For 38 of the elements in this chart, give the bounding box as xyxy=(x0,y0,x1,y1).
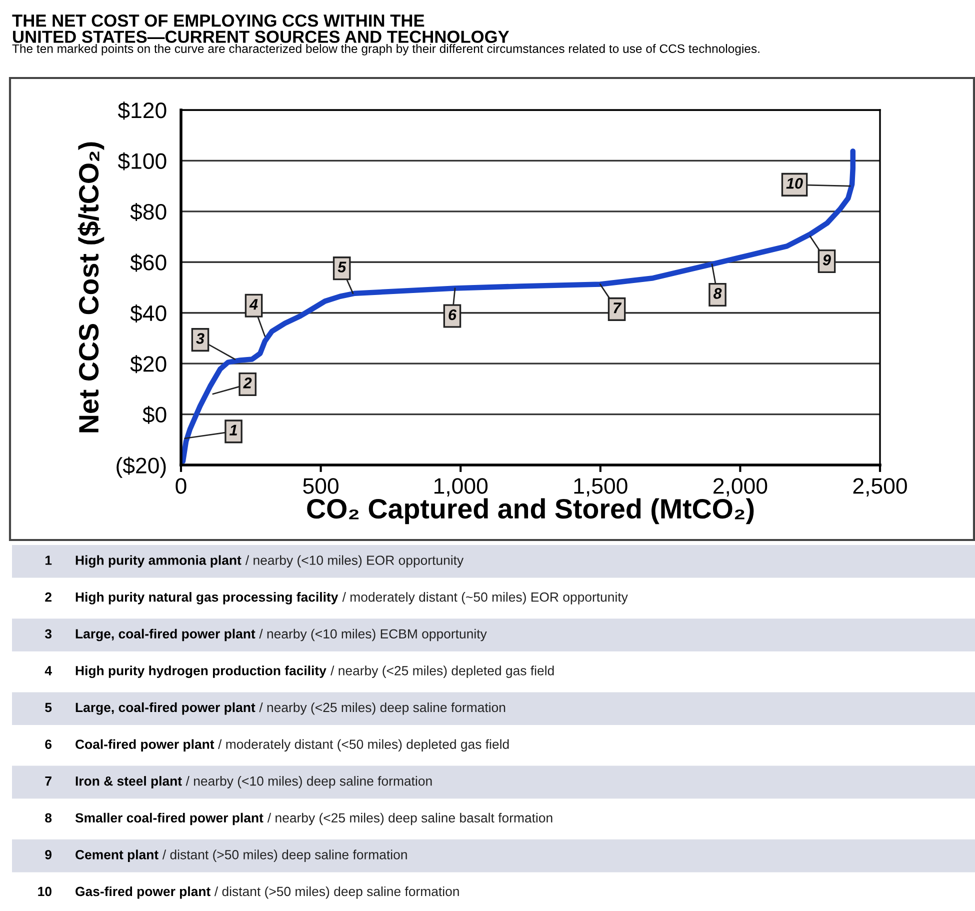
text: 5 Large, coal-fired power plant / nearby (<25 miles) deep saline formation xyxy=(45,702,506,715)
y-axis-title: Net CCS Cost ($/tCO₂) xyxy=(78,142,104,432)
y-tick-label: $20 xyxy=(130,355,166,374)
annotation: 3 xyxy=(196,333,204,344)
y-tick-label: $60 xyxy=(130,254,166,272)
text: 2 High purity natural gas processing facility / moderately distant (~50 miles) EOR opportunity xyxy=(45,592,628,604)
x-tick-label: 2,500 xyxy=(853,478,907,496)
text: 4 High purity hydrogen production facility / nearby (<25 miles) depleted gas field xyxy=(44,666,554,678)
annotation: 8 xyxy=(713,288,722,299)
annotation: 9 xyxy=(822,254,831,266)
x-tick-label: 2,000 xyxy=(714,478,768,496)
annotation: 10 xyxy=(786,178,803,189)
text: 8 Smaller coal-fired power plant / nearby (<25 miles) deep saline basalt formation xyxy=(45,812,552,826)
text: 7 Iron & steel plant / nearby (<10 miles) deep saline formation xyxy=(45,776,432,788)
annotation: 6 xyxy=(448,309,457,320)
x-tick-label: 1,500 xyxy=(574,478,628,496)
x-tick-label: 500 xyxy=(303,478,338,494)
x-axis-title: CO₂ Captured and Stored (MtCO₂) xyxy=(307,498,754,524)
chart-title: THE NET COST OF EMPLOYING CCS WITHIN THE UNITED STATES—CURRENT SOURCES AND TECHNOLOGY xyxy=(12,14,510,43)
y-tick-label: $80 xyxy=(130,203,166,222)
y-tick-label: $100 xyxy=(118,152,166,170)
text: 6 Coal-fired power plant / moderately distant (<50 miles) depleted gas field xyxy=(45,739,509,752)
y-tick-label: ($20) xyxy=(116,456,166,478)
annotation: 2 xyxy=(243,378,252,388)
y-tick-label: $40 xyxy=(130,304,166,322)
text: 9 Cement plant / distant (>50 miles) deep saline formation xyxy=(45,850,407,862)
chart-subtitle: The ten marked points on the curve are characterized below the graph by their different circumstances related to use of CCS technologies. xyxy=(12,44,760,56)
y-tick-label: $0 xyxy=(142,406,166,424)
annotation: 4 xyxy=(249,299,258,310)
x-tick-label: 1,000 xyxy=(434,478,488,496)
annotation: 5 xyxy=(338,262,346,272)
y-tick-label: $120 xyxy=(118,102,166,120)
x-tick-label: 0 xyxy=(176,478,186,494)
text: 3 Large, coal-fired power plant / nearby (<10 miles) ECBM opportunity xyxy=(44,628,487,642)
annotation: 1 xyxy=(230,424,237,436)
text: 1 High purity ammonia plant / nearby (<10 miles) EOR opportunity xyxy=(45,555,464,568)
annotation: 7 xyxy=(614,302,622,314)
text: 10 Gas-fired power plant / distant (>50 miles) deep saline formation xyxy=(38,886,459,899)
